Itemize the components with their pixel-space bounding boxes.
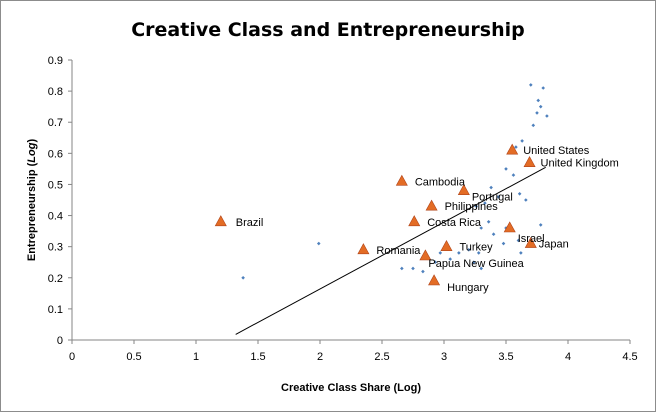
data-point [504,167,508,171]
data-point [514,145,518,149]
data-point [421,269,425,274]
highlight-points [214,143,537,286]
data-point [316,241,321,246]
country-label: Japan [539,239,569,251]
highlight-point [214,215,227,227]
y-tick-label: 0.6 [48,148,63,160]
plot-area [71,60,630,341]
country-label: Philippines [445,201,499,213]
data-point [501,241,506,246]
x-ticks: 0 0.5 1 1.5 2 2.5 3 3.5 4 4.5 [69,340,638,363]
highlight-point [523,156,536,167]
country-label: Romania [376,245,421,257]
country-label: Israel [518,233,545,245]
x-tick-label: 0 [69,351,75,363]
country-label: Portugal [472,192,513,204]
x-tick-label: 0.5 [126,351,141,363]
chart-title: Creative Class and Entrepreneurship [131,19,525,41]
data-point [471,260,476,265]
trendline [235,166,546,335]
x-tick-label: 1 [193,351,199,363]
country-label: Costa Rica [427,217,482,229]
y-tick-label: 0.2 [48,273,63,285]
y-axis-label-end: ) [26,139,38,143]
highlight-point [503,221,516,233]
data-point [520,139,524,143]
highlight-point [395,174,408,186]
data-point [467,247,471,252]
data-point [411,266,415,271]
y-axis-label-italic: Log [26,142,38,162]
y-tick-label: 0.7 [48,117,63,129]
y-axis-label-main: Entrepreneurship ( [26,162,38,261]
data-point [529,83,533,87]
y-tick-label: 0.8 [48,86,63,98]
data-point [241,275,245,280]
data-point [516,238,521,243]
data-point [491,232,496,237]
y-tick-label: 0.5 [48,179,63,191]
x-tick-label: 2.5 [374,351,389,363]
x-tick-label: 3 [441,351,447,363]
data-point [479,266,483,271]
data-point [433,260,438,265]
highlight-point [524,236,537,248]
y-tick-label: 0.3 [48,242,63,254]
y-ticks: 0 0.1 0.2 0.3 0.4 0.5 0.6 0.7 0.8 0.9 [48,55,72,347]
x-tick-label: 2 [317,351,323,363]
data-point [524,198,528,202]
data-point [486,219,491,224]
data-point [476,251,481,255]
highlight-point [457,184,470,195]
other-points [241,83,549,280]
country-label: Turkey [459,242,493,254]
data-point [541,86,545,90]
data-point [483,201,487,205]
highlight-point [408,215,421,227]
data-point [545,114,549,118]
highlight-point [357,243,370,255]
highlight-point [440,240,453,251]
data-point [517,191,522,196]
country-label: Papua New Guinea [428,258,524,270]
data-point [438,251,443,255]
country-label: Cambodia [415,176,466,188]
data-point [489,185,493,190]
x-tick-label: 4.5 [622,351,637,363]
data-point [519,251,523,255]
country-label: United States [523,145,590,157]
y-tick-label: 0.1 [48,304,63,316]
country-label: United Kingdom [541,158,619,170]
data-point [496,195,501,199]
y-tick-label: 0 [57,335,63,347]
data-point [538,223,543,227]
data-point [474,204,479,209]
highlight-point [419,249,432,261]
data-point [511,173,516,177]
y-axis-label: Entrepreneurship (Log) [26,139,38,262]
highlight-point [425,199,438,211]
data-point [448,257,452,261]
data-point [538,104,543,109]
highlight-point [506,143,519,155]
data-point [536,98,541,103]
x-tick-label: 3.5 [498,351,513,363]
y-tick-label: 0.4 [48,211,63,223]
highlight-point [428,274,441,286]
data-point [531,123,536,128]
x-tick-label: 4 [565,351,571,363]
data-point [457,251,461,255]
x-tick-label: 1.5 [250,351,265,363]
y-tick-label: 0.9 [48,55,63,67]
country-label: Brazil [236,217,264,229]
x-axis-label: Creative Class Share (Log) [281,382,421,394]
data-point [400,266,404,271]
data-point [479,226,483,230]
data-point [535,111,539,115]
country-label: Hungary [447,282,489,294]
